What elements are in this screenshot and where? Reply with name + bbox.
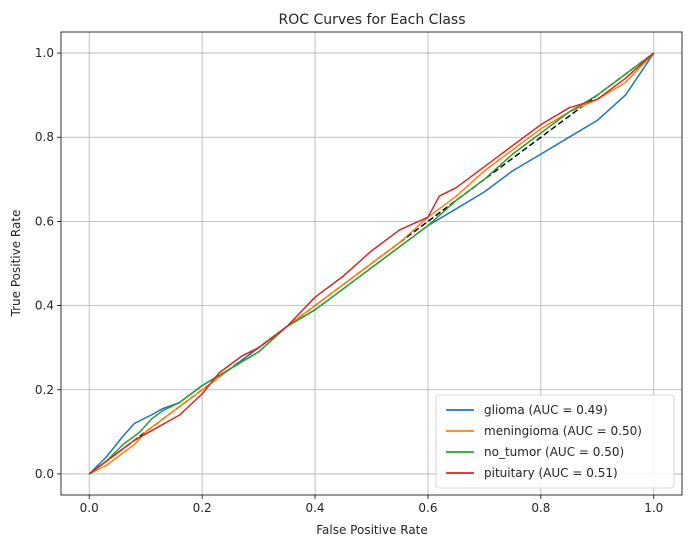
x-tick-label: 0.2 bbox=[193, 501, 212, 515]
y-tick-label: 0.0 bbox=[35, 467, 54, 481]
plot-frame bbox=[60, 31, 683, 496]
series-line-3 bbox=[88, 52, 655, 475]
grid-lines bbox=[61, 32, 682, 495]
y-axis-label: True Positive Rate bbox=[9, 210, 23, 318]
x-tick-label: 0.4 bbox=[305, 501, 324, 515]
x-tick-label: 0.6 bbox=[418, 501, 437, 515]
x-axis-ticks: 0.0 0.2 0.4 0.6 0.8 1.0 bbox=[80, 495, 663, 515]
chart-title: ROC Curves for Each Class bbox=[279, 12, 466, 28]
y-tick-label: 0.6 bbox=[35, 214, 54, 228]
y-axis-ticks: 0.0 0.2 0.4 0.6 0.8 1.0 bbox=[35, 46, 61, 481]
x-tick-label: 1.0 bbox=[644, 501, 663, 515]
series-line-1 bbox=[88, 52, 655, 475]
x-tick-label: 0.8 bbox=[531, 501, 550, 515]
y-tick-label: 0.8 bbox=[35, 130, 54, 144]
y-tick-label: 0.2 bbox=[35, 383, 54, 397]
y-tick-label: 0.4 bbox=[35, 299, 54, 313]
legend-label-1: meningioma (AUC = 0.50) bbox=[484, 424, 642, 438]
legend-label-2: no_tumor (AUC = 0.50) bbox=[484, 445, 624, 459]
legend-label-0: glioma (AUC = 0.49) bbox=[484, 403, 608, 417]
legend: glioma (AUC = 0.49) meningioma (AUC = 0.5… bbox=[435, 394, 675, 489]
y-tick-label: 1.0 bbox=[35, 46, 54, 60]
legend-box bbox=[435, 394, 675, 489]
legend-label-3: pituitary (AUC = 0.51) bbox=[484, 466, 618, 480]
x-axis-label: False Positive Rate bbox=[316, 523, 428, 537]
series-line-2 bbox=[88, 52, 655, 475]
x-tick-label: 0.0 bbox=[80, 501, 99, 515]
series-layer bbox=[88, 52, 655, 475]
